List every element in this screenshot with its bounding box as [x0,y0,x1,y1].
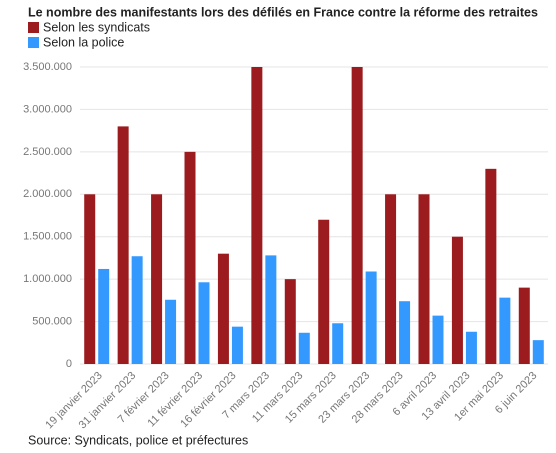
bar [399,301,411,364]
legend-label: Selon les syndicats [43,20,150,34]
y-tick-label: 2.000.000 [23,188,72,200]
bar [84,194,96,364]
bar [184,151,196,364]
bar [165,299,177,364]
bar [532,340,544,364]
bar [318,219,330,364]
y-tick-label: 500.000 [32,315,72,327]
bar [117,126,129,365]
bar [298,332,310,364]
bar [98,268,110,364]
bar [151,194,163,364]
y-tick-label: 2.500.000 [23,146,72,158]
bar [518,287,530,364]
y-tick-label: 3.000.000 [23,103,72,115]
legend-label: Selon la police [43,35,124,49]
bar [284,279,296,364]
bar [451,236,463,364]
bar [131,256,143,364]
bar [365,271,377,364]
y-tick-label: 0 [66,358,72,370]
bar [499,297,511,364]
bar [251,67,263,364]
legend-swatch [28,22,39,33]
y-tick-label: 1.500.000 [23,231,72,243]
bar [465,331,477,364]
source: Source: Syndicats, police et préfectures [28,433,248,447]
chart-title: Le nombre des manifestants lors des défi… [28,5,538,19]
bar [265,255,277,364]
bar [485,168,497,364]
y-tick-label: 3.500.000 [23,61,72,73]
bar [198,282,210,364]
bar [217,253,229,364]
bar [351,67,363,364]
x-tick-label: 19 janvier 2023 [43,370,105,432]
bar [332,323,344,364]
bar [432,315,444,364]
bar [231,326,243,364]
bar [385,194,397,364]
y-tick-label: 1.000.000 [23,273,72,285]
legend-swatch [28,37,39,48]
bar [418,194,430,364]
